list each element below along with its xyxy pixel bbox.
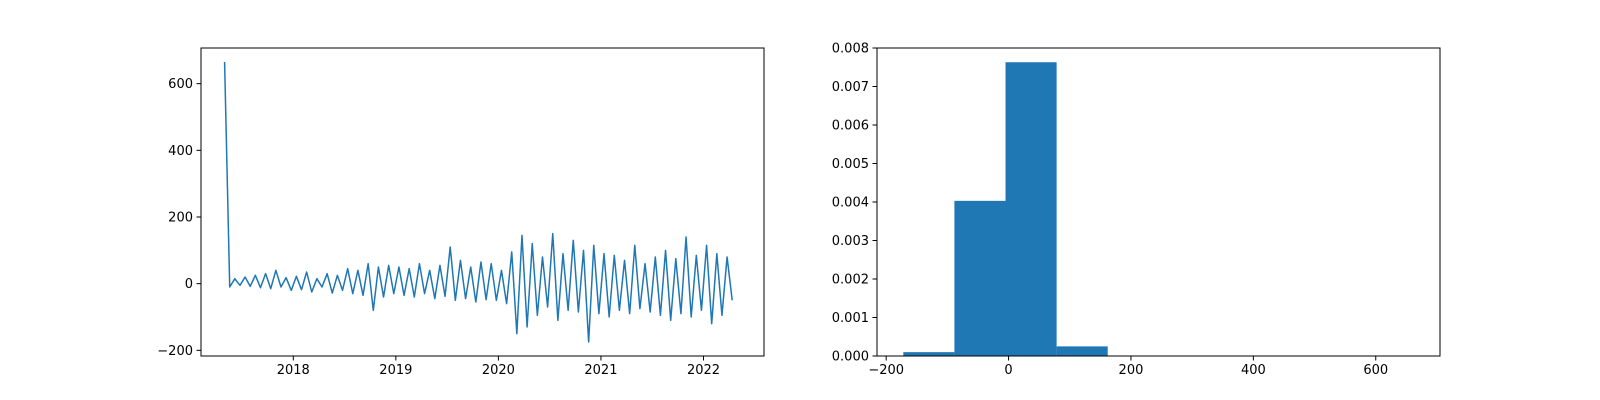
histogram-bar xyxy=(903,352,955,356)
x-tick-label: 600 xyxy=(1363,363,1388,378)
line-series xyxy=(223,61,733,343)
y-tick-label: 0.005 xyxy=(832,157,869,172)
x-tick-label: 2018 xyxy=(277,363,310,378)
x-tick-label: 200 xyxy=(1119,363,1144,378)
y-tick-label: 0.004 xyxy=(832,196,869,211)
y-tick-label: 200 xyxy=(168,211,193,226)
histogram-bar xyxy=(1056,346,1108,356)
y-tick-label: 0.008 xyxy=(832,42,869,57)
y-tick-label: 0.002 xyxy=(832,273,869,288)
axes-frame xyxy=(200,47,765,357)
y-tick-label: −200 xyxy=(157,344,193,359)
x-tick-label: 0 xyxy=(1004,363,1012,378)
y-tick-label: 0.001 xyxy=(832,311,869,326)
x-tick-label: 400 xyxy=(1241,363,1266,378)
histogram-bar xyxy=(954,200,1006,356)
y-tick-label: 0.007 xyxy=(832,80,869,95)
x-tick-label: 2020 xyxy=(482,363,515,378)
y-tick-label: 0.006 xyxy=(832,119,869,134)
y-tick-label: 400 xyxy=(168,144,193,159)
histogram-bar xyxy=(1005,62,1057,357)
y-tick-label: 0 xyxy=(185,277,193,292)
y-tick-label: 600 xyxy=(168,77,193,92)
x-tick-label: 2022 xyxy=(687,363,720,378)
y-tick-label: 0.003 xyxy=(832,234,869,249)
x-tick-label: −200 xyxy=(868,363,904,378)
y-tick-label: 0.000 xyxy=(832,350,869,365)
x-tick-label: 2019 xyxy=(379,363,412,378)
x-tick-label: 2021 xyxy=(584,363,617,378)
